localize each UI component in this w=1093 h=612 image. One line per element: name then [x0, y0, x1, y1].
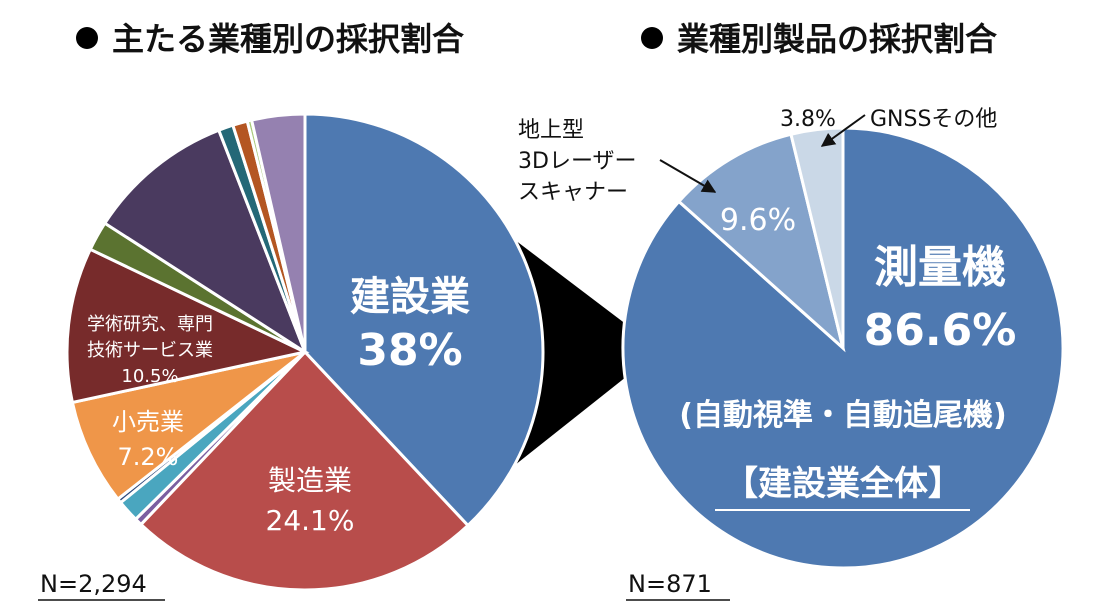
label-scanner-2: 3Dレーザー: [518, 149, 637, 174]
label-gakujutsu-1: 学術研究、専門: [87, 314, 213, 335]
left-slice-12: [249, 112, 307, 353]
label-seizo: 製造業: [268, 464, 352, 497]
arrow-gnss: [820, 114, 866, 147]
label-kensetsu: 建設業: [350, 274, 470, 320]
right-n: N=871: [628, 570, 712, 598]
left-slice-5: [70, 350, 306, 502]
right-slice-2: [789, 126, 845, 349]
value-sokuryoki: 86.6%: [864, 305, 1017, 356]
value-kensetsu: 38%: [357, 325, 462, 376]
value-scanner: 9.6%: [720, 203, 796, 238]
connector-triangle: [515, 240, 660, 465]
left-slice-0: [303, 112, 545, 528]
left-pie: [65, 112, 545, 592]
right-title: 業種別製品の採択割合: [677, 20, 997, 58]
value-kouri: 7.2%: [118, 443, 179, 471]
label-scanner-1: 地上型: [518, 118, 584, 143]
value-gnss: 3.8%: [780, 107, 836, 132]
title-bullet-left: [76, 27, 98, 49]
left-slice-1: [138, 349, 471, 592]
label-gakujutsu-2: 技術サービス業: [87, 340, 213, 361]
label-scanner-3: スキャナー: [518, 180, 628, 205]
label-gnss: GNSSその他: [870, 107, 997, 132]
value-seizo: 24.1%: [266, 504, 355, 537]
left-title: 主たる業種別の採択割合: [112, 20, 464, 58]
left-slice-8: [102, 128, 309, 356]
sublabel-sokuryoki: (自動視準・自動追尾機): [679, 398, 1006, 433]
right-pie: [621, 126, 1065, 570]
title-bullet-right: [641, 27, 663, 49]
left-slice-6: [65, 247, 310, 405]
label-kouri: 小売業: [112, 408, 184, 436]
value-gakujutsu: 10.5%: [121, 366, 178, 387]
arrow-scanner: [659, 159, 717, 193]
label-sokuryoki: 測量機: [874, 242, 1006, 293]
left-n: N=2,294: [40, 570, 147, 598]
right-slice-1: [676, 132, 846, 353]
subset-label: 【建設業全体】: [724, 464, 962, 504]
